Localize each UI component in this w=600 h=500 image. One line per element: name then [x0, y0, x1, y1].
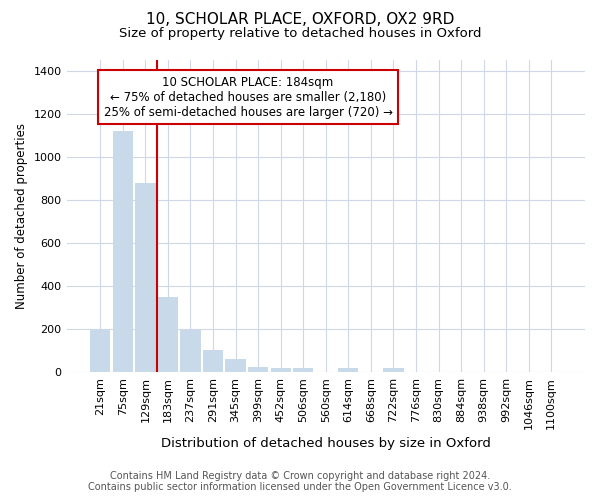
Bar: [293, 368, 313, 372]
X-axis label: Distribution of detached houses by size in Oxford: Distribution of detached houses by size …: [161, 437, 491, 450]
Bar: [226, 360, 246, 372]
Text: 10, SCHOLAR PLACE, OXFORD, OX2 9RD: 10, SCHOLAR PLACE, OXFORD, OX2 9RD: [146, 12, 454, 28]
Text: Contains HM Land Registry data © Crown copyright and database right 2024.
Contai: Contains HM Land Registry data © Crown c…: [88, 471, 512, 492]
Bar: [90, 329, 110, 372]
Bar: [383, 368, 404, 372]
Bar: [181, 330, 200, 372]
Bar: [135, 182, 155, 372]
Bar: [248, 366, 268, 372]
Text: 10 SCHOLAR PLACE: 184sqm
← 75% of detached houses are smaller (2,180)
25% of sem: 10 SCHOLAR PLACE: 184sqm ← 75% of detach…: [104, 76, 392, 118]
Bar: [113, 131, 133, 372]
Bar: [158, 296, 178, 372]
Y-axis label: Number of detached properties: Number of detached properties: [15, 123, 28, 309]
Text: Size of property relative to detached houses in Oxford: Size of property relative to detached ho…: [119, 28, 481, 40]
Bar: [203, 350, 223, 372]
Bar: [271, 368, 291, 372]
Bar: [338, 368, 358, 372]
